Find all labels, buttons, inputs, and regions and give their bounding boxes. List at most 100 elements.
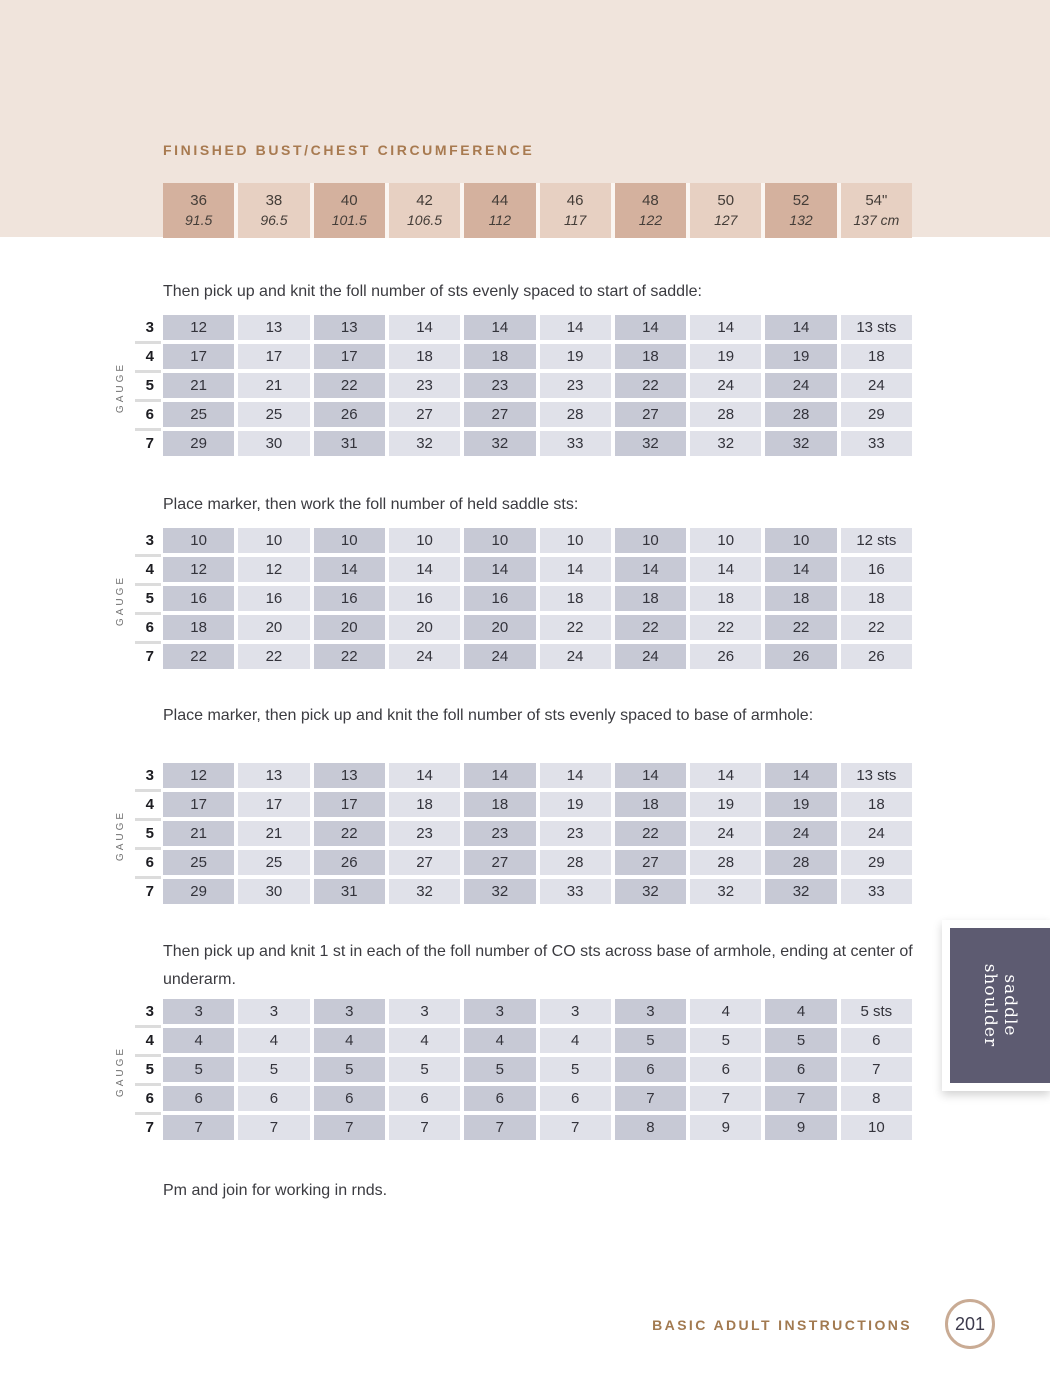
table-cell: 5 — [388, 1057, 461, 1082]
table-cell: 27 — [614, 402, 687, 427]
table-row: 3 12 13 13 14 14 14 14 14 14 13 sts — [123, 763, 912, 788]
table-cell: 24 — [388, 644, 461, 669]
table-cell: 6 — [539, 1086, 611, 1111]
table-cell: 21 — [238, 821, 310, 846]
row-divider-tick — [135, 369, 161, 373]
table-cell: 5 — [163, 1057, 235, 1082]
size-cm: 91.5 — [185, 212, 213, 229]
row-divider-tick — [135, 846, 161, 850]
row-divider-tick — [135, 611, 161, 615]
table-cell: 13 sts — [840, 763, 912, 788]
table-cell: 33 — [539, 431, 611, 456]
table-cell: 14 — [690, 315, 762, 340]
table-cell: 18 — [614, 344, 687, 369]
row-divider-tick — [135, 788, 161, 792]
table-row: 7 29 30 31 32 32 33 32 32 32 33 — [123, 879, 912, 904]
table-cell: 24 — [765, 821, 837, 846]
size-inches: 40 — [340, 191, 358, 209]
table-cell: 8 — [840, 1086, 912, 1111]
gauge-row-label: 5 — [145, 590, 154, 607]
gauge-row-label: 6 — [145, 1090, 154, 1107]
table-cell: 10 — [313, 528, 385, 553]
table-cell: 18 — [690, 586, 762, 611]
table-row: 7 22 22 22 24 24 24 24 26 26 26 — [123, 644, 912, 669]
table-cell: 28 — [765, 850, 837, 875]
table-cell: 14 — [464, 315, 536, 340]
gauge-axis-label-wrap: GAUGE — [112, 528, 130, 673]
row-divider-tick — [135, 582, 161, 586]
gauge-table-3: GAUGE 3 12 13 13 14 14 14 14 14 14 13 sts 4 17 17 17 18 1… — [116, 763, 912, 908]
gauge-axis-label: GAUGE — [115, 574, 127, 627]
size-table: 36 91.5 38 96.5 40 101.5 42 106.5 44 112 46 117 48 12… — [163, 183, 912, 238]
table-cell: 7 — [163, 1115, 235, 1140]
table-cell: 31 — [313, 879, 385, 904]
footer-section-label: BASIC ADULT INSTRUCTIONS — [652, 1317, 912, 1333]
table-cell: 29 — [840, 850, 912, 875]
table-cell: 7 — [313, 1115, 385, 1140]
table-cell: 22 — [614, 373, 687, 398]
table-cell: 22 — [163, 644, 235, 669]
table-cell: 19 — [765, 344, 837, 369]
table-cell: 32 — [614, 431, 687, 456]
table-row: 4 12 12 14 14 14 14 14 14 14 16 — [123, 557, 912, 582]
table-cell: 17 — [238, 792, 310, 817]
table-cell: 10 — [464, 528, 536, 553]
gauge-row-label: 4 — [145, 561, 154, 578]
table-cell: 30 — [238, 431, 310, 456]
row-divider-tick — [135, 340, 161, 344]
size-cell: 36 91.5 — [163, 183, 235, 238]
page-title: FINISHED BUST/CHEST CIRCUMFERENCE — [163, 142, 535, 158]
size-cell: 50 127 — [690, 183, 762, 238]
row-divider-tick — [135, 427, 161, 431]
table-cell: 25 — [238, 850, 310, 875]
row-divider-tick — [135, 875, 161, 879]
row-divider-tick — [135, 398, 161, 402]
gauge-row-label: 3 — [145, 1003, 154, 1020]
size-inches: 54" — [865, 191, 888, 209]
table-cell: 25 — [238, 402, 310, 427]
table-cell: 20 — [313, 615, 385, 640]
table-cell: 14 — [765, 763, 837, 788]
table-cell: 4 — [163, 1028, 235, 1053]
table-cell: 18 — [765, 586, 837, 611]
table-cell: 4 — [388, 1028, 461, 1053]
row-divider-tick — [135, 817, 161, 821]
size-inches: 38 — [265, 191, 283, 209]
table-cell: 4 — [464, 1028, 536, 1053]
table-cell: 32 — [388, 879, 461, 904]
table-cell: 26 — [840, 644, 912, 669]
gauge-row-label: 3 — [145, 532, 154, 549]
table-cell: 22 — [614, 615, 687, 640]
size-cell: 54" 137 cm — [840, 183, 912, 238]
table-cell: 10 — [388, 528, 461, 553]
gauge-axis-label: GAUGE — [115, 809, 127, 862]
table-cell: 8 — [614, 1115, 687, 1140]
table-cell: 6 — [690, 1057, 762, 1082]
table-cell: 4 — [238, 1028, 310, 1053]
table-cell: 14 — [464, 557, 536, 582]
table-cell: 7 — [464, 1115, 536, 1140]
gauge-row-label: 5 — [145, 1061, 154, 1078]
table-cell: 5 — [238, 1057, 310, 1082]
gauge-table-1: GAUGE 3 12 13 13 14 14 14 14 14 14 13 sts 4 17 17 17 18 1… — [116, 315, 912, 460]
table-cell: 21 — [238, 373, 310, 398]
table-cell: 29 — [840, 402, 912, 427]
table-cell: 9 — [690, 1115, 762, 1140]
table-cell: 20 — [388, 615, 461, 640]
section-heading-1: Then pick up and knit the foll number of… — [163, 283, 702, 300]
table-cell: 28 — [539, 402, 611, 427]
table-cell: 24 — [464, 644, 536, 669]
table-cell: 9 — [765, 1115, 837, 1140]
table-cell: 17 — [313, 792, 385, 817]
table-cell: 7 — [765, 1086, 837, 1111]
table-row: 5 21 21 22 23 23 23 22 24 24 24 — [123, 373, 912, 398]
table-cell: 23 — [388, 821, 461, 846]
table-cell: 32 — [765, 431, 837, 456]
table-cell: 5 — [539, 1057, 611, 1082]
table-cell: 24 — [690, 821, 762, 846]
size-cm: 127 — [714, 212, 738, 229]
table-cell: 31 — [313, 431, 385, 456]
table-cell: 3 — [163, 999, 235, 1024]
